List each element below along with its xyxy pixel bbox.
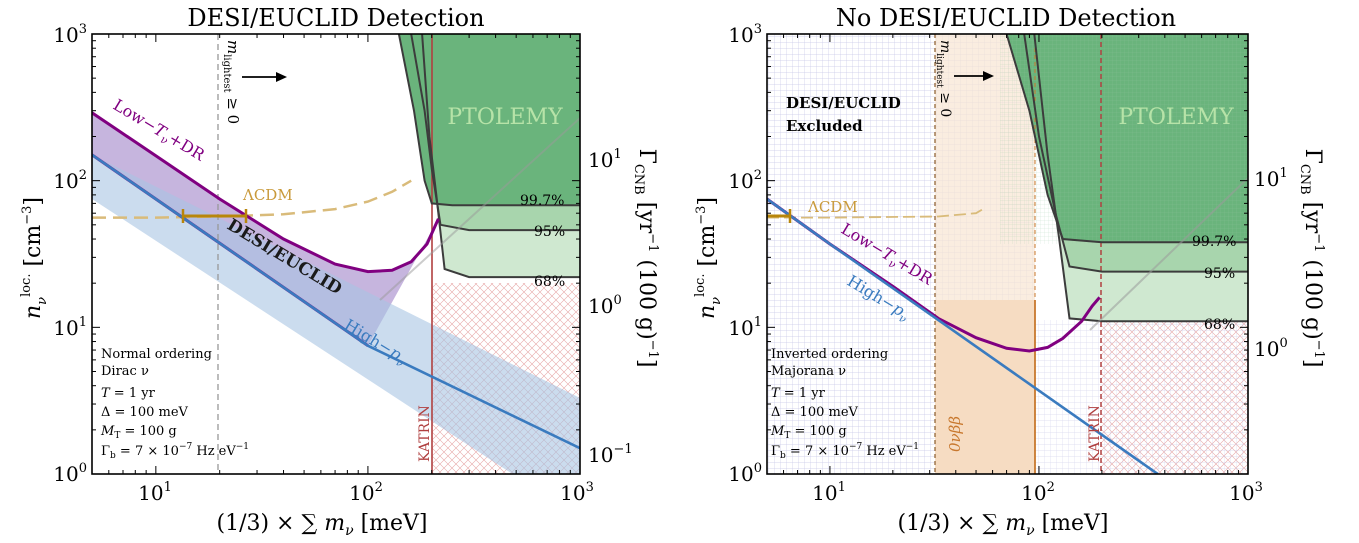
left-info-ordering: Normal ordering [101, 347, 212, 362]
right-right-label: ΓCNB [yr−1 (100 g)−1] [1297, 149, 1326, 368]
right-info-ordering: Inverted ordering [771, 347, 888, 362]
lowT-line-left [92, 111, 440, 274]
right-x-tick-3: 103 [1229, 480, 1263, 505]
left-x-tick-1: 101 [138, 480, 172, 505]
right-y-tick-0: 100 [728, 461, 762, 486]
right-y-tick-3: 103 [728, 22, 762, 47]
right-x-tick-1: 101 [812, 480, 846, 505]
excluded-hatch-right [767, 34, 935, 474]
excluded-label-line1: DESI/EUCLID [786, 94, 901, 112]
left-y-tick-3: 103 [53, 22, 87, 47]
left-info-delta: Δ = 100 meV [101, 405, 189, 420]
left-info-MT: MT = 100 g [100, 424, 177, 441]
highp-line-right [767, 197, 1159, 474]
right-axis-ticks [766, 33, 1249, 475]
left-panel: DESI/EUCLID Detection [19, 4, 660, 539]
right-title: No DESI/EUCLID Detection [836, 4, 1176, 32]
pct68-label-right: 68% [1204, 317, 1235, 333]
highp-line-left [92, 153, 580, 450]
mlightest-label-right: mlightest ≥ 0 [934, 40, 953, 117]
contour-68-line-right [1033, 34, 1248, 323]
left-title: DESI/EUCLID Detection [187, 4, 484, 32]
ptolemy-label-left: PTOLEMY [447, 105, 563, 130]
left-r-tick-1: 101 [588, 147, 622, 172]
contour-95-line-right [1023, 34, 1248, 273]
arrowhead-icon [276, 72, 287, 82]
left-info-T: T = 1 yr [101, 386, 156, 401]
right-plot-frame [766, 33, 1249, 475]
contour-68-line-left [421, 34, 580, 279]
left-y-tick-0: 100 [53, 461, 87, 486]
grey-diagonal-right [1089, 177, 1248, 331]
right-x-label: (1/3) × ∑ mν [meV] [897, 511, 1108, 539]
highp-band-fill [92, 154, 580, 474]
left-x-tick-3: 103 [560, 480, 594, 505]
pct95-label-right: 95% [1204, 266, 1235, 282]
pct95-label-left: 95% [534, 224, 565, 240]
katrin-label-left: KATRIN [417, 405, 433, 462]
pct68-label-left: 68% [534, 274, 565, 290]
left-y-tick-1: 101 [53, 315, 87, 340]
right-y-label: nνloc. [cm−3] [693, 197, 724, 319]
right-y-tick-1: 101 [728, 315, 762, 340]
left-r-tick-m1: 10−1 [588, 442, 633, 467]
grey-diagonal-left [379, 117, 580, 301]
right-y-tick-2: 102 [728, 168, 762, 193]
katrin-label-right: KATRIN [1087, 405, 1103, 462]
zeronu-label: 0νββ [946, 416, 964, 452]
right-info-gamma: Γb = 7 × 10−7 Hz eV−1 [771, 442, 919, 461]
left-right-label: ΓCNB [yr−1 (100 g)−1] [631, 149, 660, 368]
lcdm-label-right: ΛCDM [807, 198, 858, 216]
right-info-T: T = 1 yr [771, 386, 826, 401]
mlightest-label-left: mlightest ≥ 0 [221, 40, 242, 124]
contour-997-fill-left [398, 34, 580, 206]
right-r-tick-1: 101 [1254, 166, 1288, 191]
right-info-delta: Δ = 100 meV [771, 405, 859, 420]
left-r-tick-0: 100 [588, 293, 622, 318]
left-axis-ticks [91, 33, 581, 475]
katrin-grid-right [1035, 320, 1248, 474]
lcdm-line-left [92, 179, 412, 219]
pct997-label-right: 99.7% [1192, 234, 1236, 250]
left-plot-frame [91, 33, 581, 475]
left-x-tick-2: 102 [349, 480, 383, 505]
right-panel: No DESI/EUCLID Detection [693, 4, 1326, 539]
left-y-tick-2: 102 [53, 168, 87, 193]
right-info-nutype: Majorana ν [771, 364, 846, 379]
contour-997-line-left [397, 34, 580, 207]
excluded-label-line2: Excluded [786, 117, 863, 135]
left-info-nutype: Dirac ν [101, 364, 149, 379]
lcdm-label-left: ΛCDM [242, 186, 293, 204]
ptolemy-label-right: PTOLEMY [1118, 105, 1234, 130]
right-x-tick-2: 102 [1021, 480, 1055, 505]
right-info-MT: MT = 100 g [770, 424, 847, 441]
lcdm-line-right [767, 207, 986, 219]
left-x-label: (1/3) × ∑ mν [meV] [216, 511, 427, 539]
left-info-gamma: Γb = 7 × 10−7 Hz eV−1 [101, 442, 249, 461]
right-r-tick-0: 100 [1254, 336, 1288, 361]
contour-green-grid-right [1000, 34, 1248, 244]
pct997-label-left: 99.7% [520, 193, 564, 209]
arrowhead-icon [983, 71, 994, 81]
left-y-label: nνloc. [cm−3] [19, 197, 50, 319]
